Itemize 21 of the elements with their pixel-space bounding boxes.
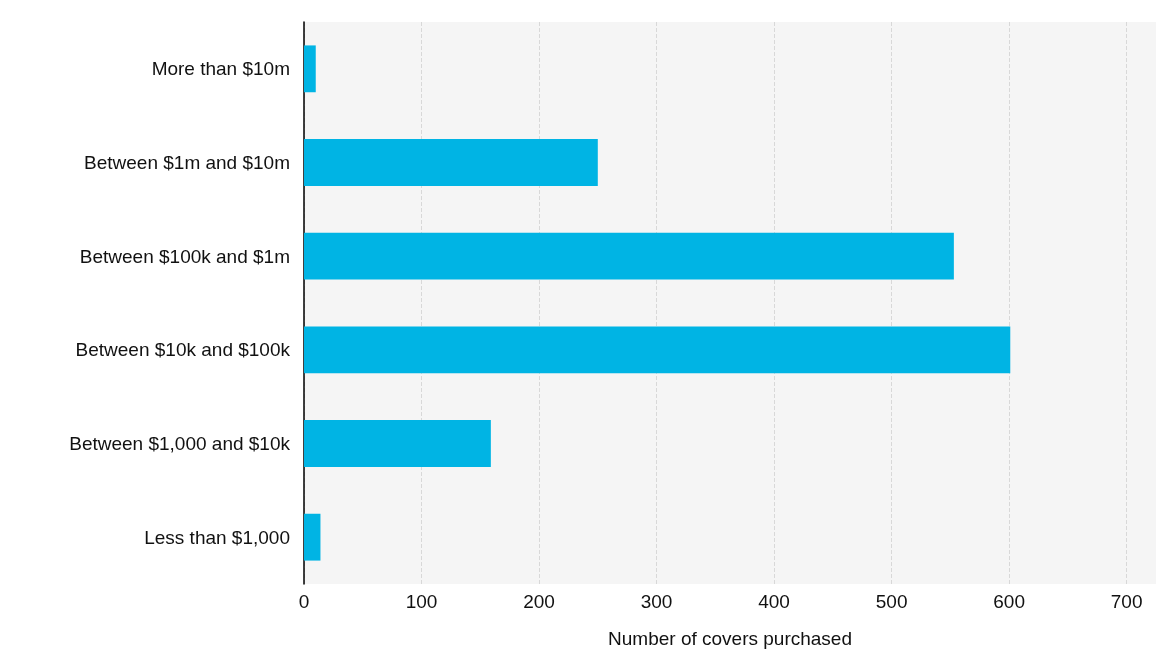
x-tick-label: 300 [640,591,673,612]
bar [304,45,316,93]
x-tick-label: 700 [1110,591,1143,612]
y-tick-label: Less than $1,000 [144,526,290,548]
x-tick-label: 0 [298,591,310,612]
x-tick-label: 200 [523,591,555,612]
x-tick-label: 100 [405,591,438,612]
x-tick-label: 500 [875,591,908,612]
y-tick-label: Between $100k and $1m [79,245,290,267]
y-tick-label: Between $10k and $100k [75,339,291,361]
x-tick-label: 400 [758,591,790,612]
bar [304,232,954,280]
bar [304,326,1011,374]
x-axis-title: Number of covers purchased [608,628,852,649]
y-tick-label: Between $1,000 and $10k [69,433,291,454]
bar [304,420,491,467]
y-tick-label: Between $1m and $10m [84,152,290,173]
bar [304,513,321,561]
y-tick-label: More than $10m [151,58,290,80]
bar [304,139,598,186]
x-tick-label: 600 [993,591,1025,612]
